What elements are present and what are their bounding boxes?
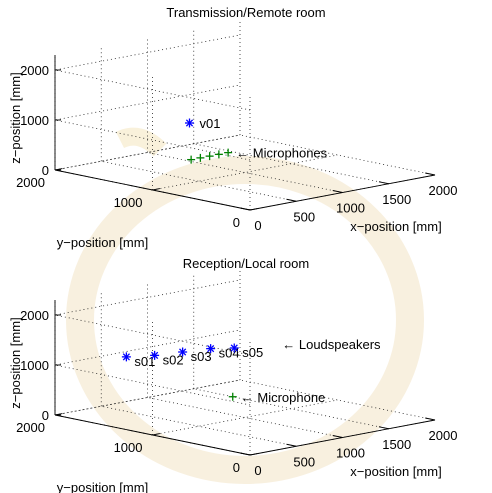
plus-marker <box>224 148 233 157</box>
annotation-label: ← Microphone <box>241 390 326 405</box>
x-tick-mark <box>240 207 251 211</box>
point-label: v01 <box>200 116 221 131</box>
x-axis-label: x−position [mm] <box>350 219 441 234</box>
z-tick-label: 2000 <box>20 63 49 78</box>
chart-panel-2: 0500100015002000010002000010002000x−posi… <box>8 256 457 493</box>
y-tick-mark <box>249 208 258 211</box>
x-tick-mark <box>240 452 251 456</box>
z-tick-label: 0 <box>42 163 49 178</box>
star-marker <box>150 350 160 360</box>
x-tick-mark <box>286 443 297 447</box>
z-tick-label: 1000 <box>20 113 49 128</box>
star-marker <box>206 344 216 354</box>
grid-line <box>54 379 251 456</box>
point-label: s02 <box>163 352 184 367</box>
grid-line <box>54 134 251 211</box>
plus-marker <box>214 150 223 159</box>
plus-marker <box>205 152 214 161</box>
chart-title: Transmission/Remote room <box>166 5 325 20</box>
z-tick-label: 1000 <box>20 358 49 373</box>
x-tick-mark <box>378 426 389 430</box>
y-tick-label: 2000 <box>16 420 45 435</box>
point-label: s05 <box>242 345 263 360</box>
x-tick-mark <box>332 435 343 438</box>
y-tick-label: 0 <box>233 215 240 230</box>
x-tick-label: 2000 <box>429 428 458 443</box>
grid-line <box>54 84 251 161</box>
plus-marker <box>228 392 237 401</box>
series-1: v01 <box>185 116 220 131</box>
y-tick-mark <box>152 188 160 191</box>
series-2 <box>187 148 233 164</box>
x-tick-label: 0 <box>254 218 261 233</box>
grid-line <box>152 154 338 191</box>
y-axis-label: y−position [mm] <box>57 235 148 250</box>
x-tick-mark <box>425 172 436 176</box>
axes <box>54 300 436 456</box>
star-marker <box>185 118 194 128</box>
x-tick-label: 0 <box>254 463 261 478</box>
grid-line <box>54 279 251 356</box>
annotation-label: ← Loudspeakers <box>282 337 381 352</box>
x-tick-mark <box>378 181 389 185</box>
plus-marker <box>187 155 196 164</box>
x-tick-label: 500 <box>293 209 315 224</box>
grid-line <box>152 399 338 436</box>
plus-marker <box>196 153 205 162</box>
y-tick-mark <box>152 433 160 436</box>
z-tick-label: 0 <box>42 408 49 423</box>
axes <box>54 55 436 211</box>
y-tick-label: 0 <box>233 460 240 475</box>
grid-line <box>54 379 241 416</box>
star-marker <box>229 343 239 353</box>
grid-line <box>54 134 241 171</box>
y-tick-mark <box>249 453 258 456</box>
x-tick-label: 1500 <box>382 192 411 207</box>
grid-line <box>54 34 251 111</box>
y-axis-label: y−position [mm] <box>57 480 148 493</box>
y-tick-label: 2000 <box>16 175 45 190</box>
x-tick-label: 1000 <box>336 201 365 216</box>
annotation-label: ← Microphones <box>236 146 328 161</box>
y-tick-label: 1000 <box>114 440 143 455</box>
x-tick-mark <box>332 190 343 193</box>
star-marker <box>121 352 131 362</box>
x-tick-label: 1500 <box>382 437 411 452</box>
x-tick-mark <box>425 417 436 421</box>
grid-line <box>54 329 251 406</box>
point-label: s01 <box>134 354 155 369</box>
x-tick-mark <box>286 198 297 202</box>
chart-panel-1: 0500100015002000010002000010002000x−posi… <box>8 5 457 250</box>
series-1: s01 s02 s03 s04 s05 <box>121 343 263 369</box>
x-tick-label: 500 <box>293 454 315 469</box>
x-tick-label: 1000 <box>336 446 365 461</box>
z-axis-label: z−position [mm] <box>8 317 23 408</box>
z-tick-label: 2000 <box>20 308 49 323</box>
chart-title: Reception/Local room <box>183 256 309 271</box>
series-2 <box>228 392 237 401</box>
y-tick-label: 1000 <box>114 195 143 210</box>
x-axis-label: x−position [mm] <box>350 464 441 479</box>
star-marker <box>178 347 188 357</box>
x-tick-label: 2000 <box>429 183 458 198</box>
z-axis-label: z−position [mm] <box>8 72 23 163</box>
point-label: s03 <box>191 349 212 364</box>
